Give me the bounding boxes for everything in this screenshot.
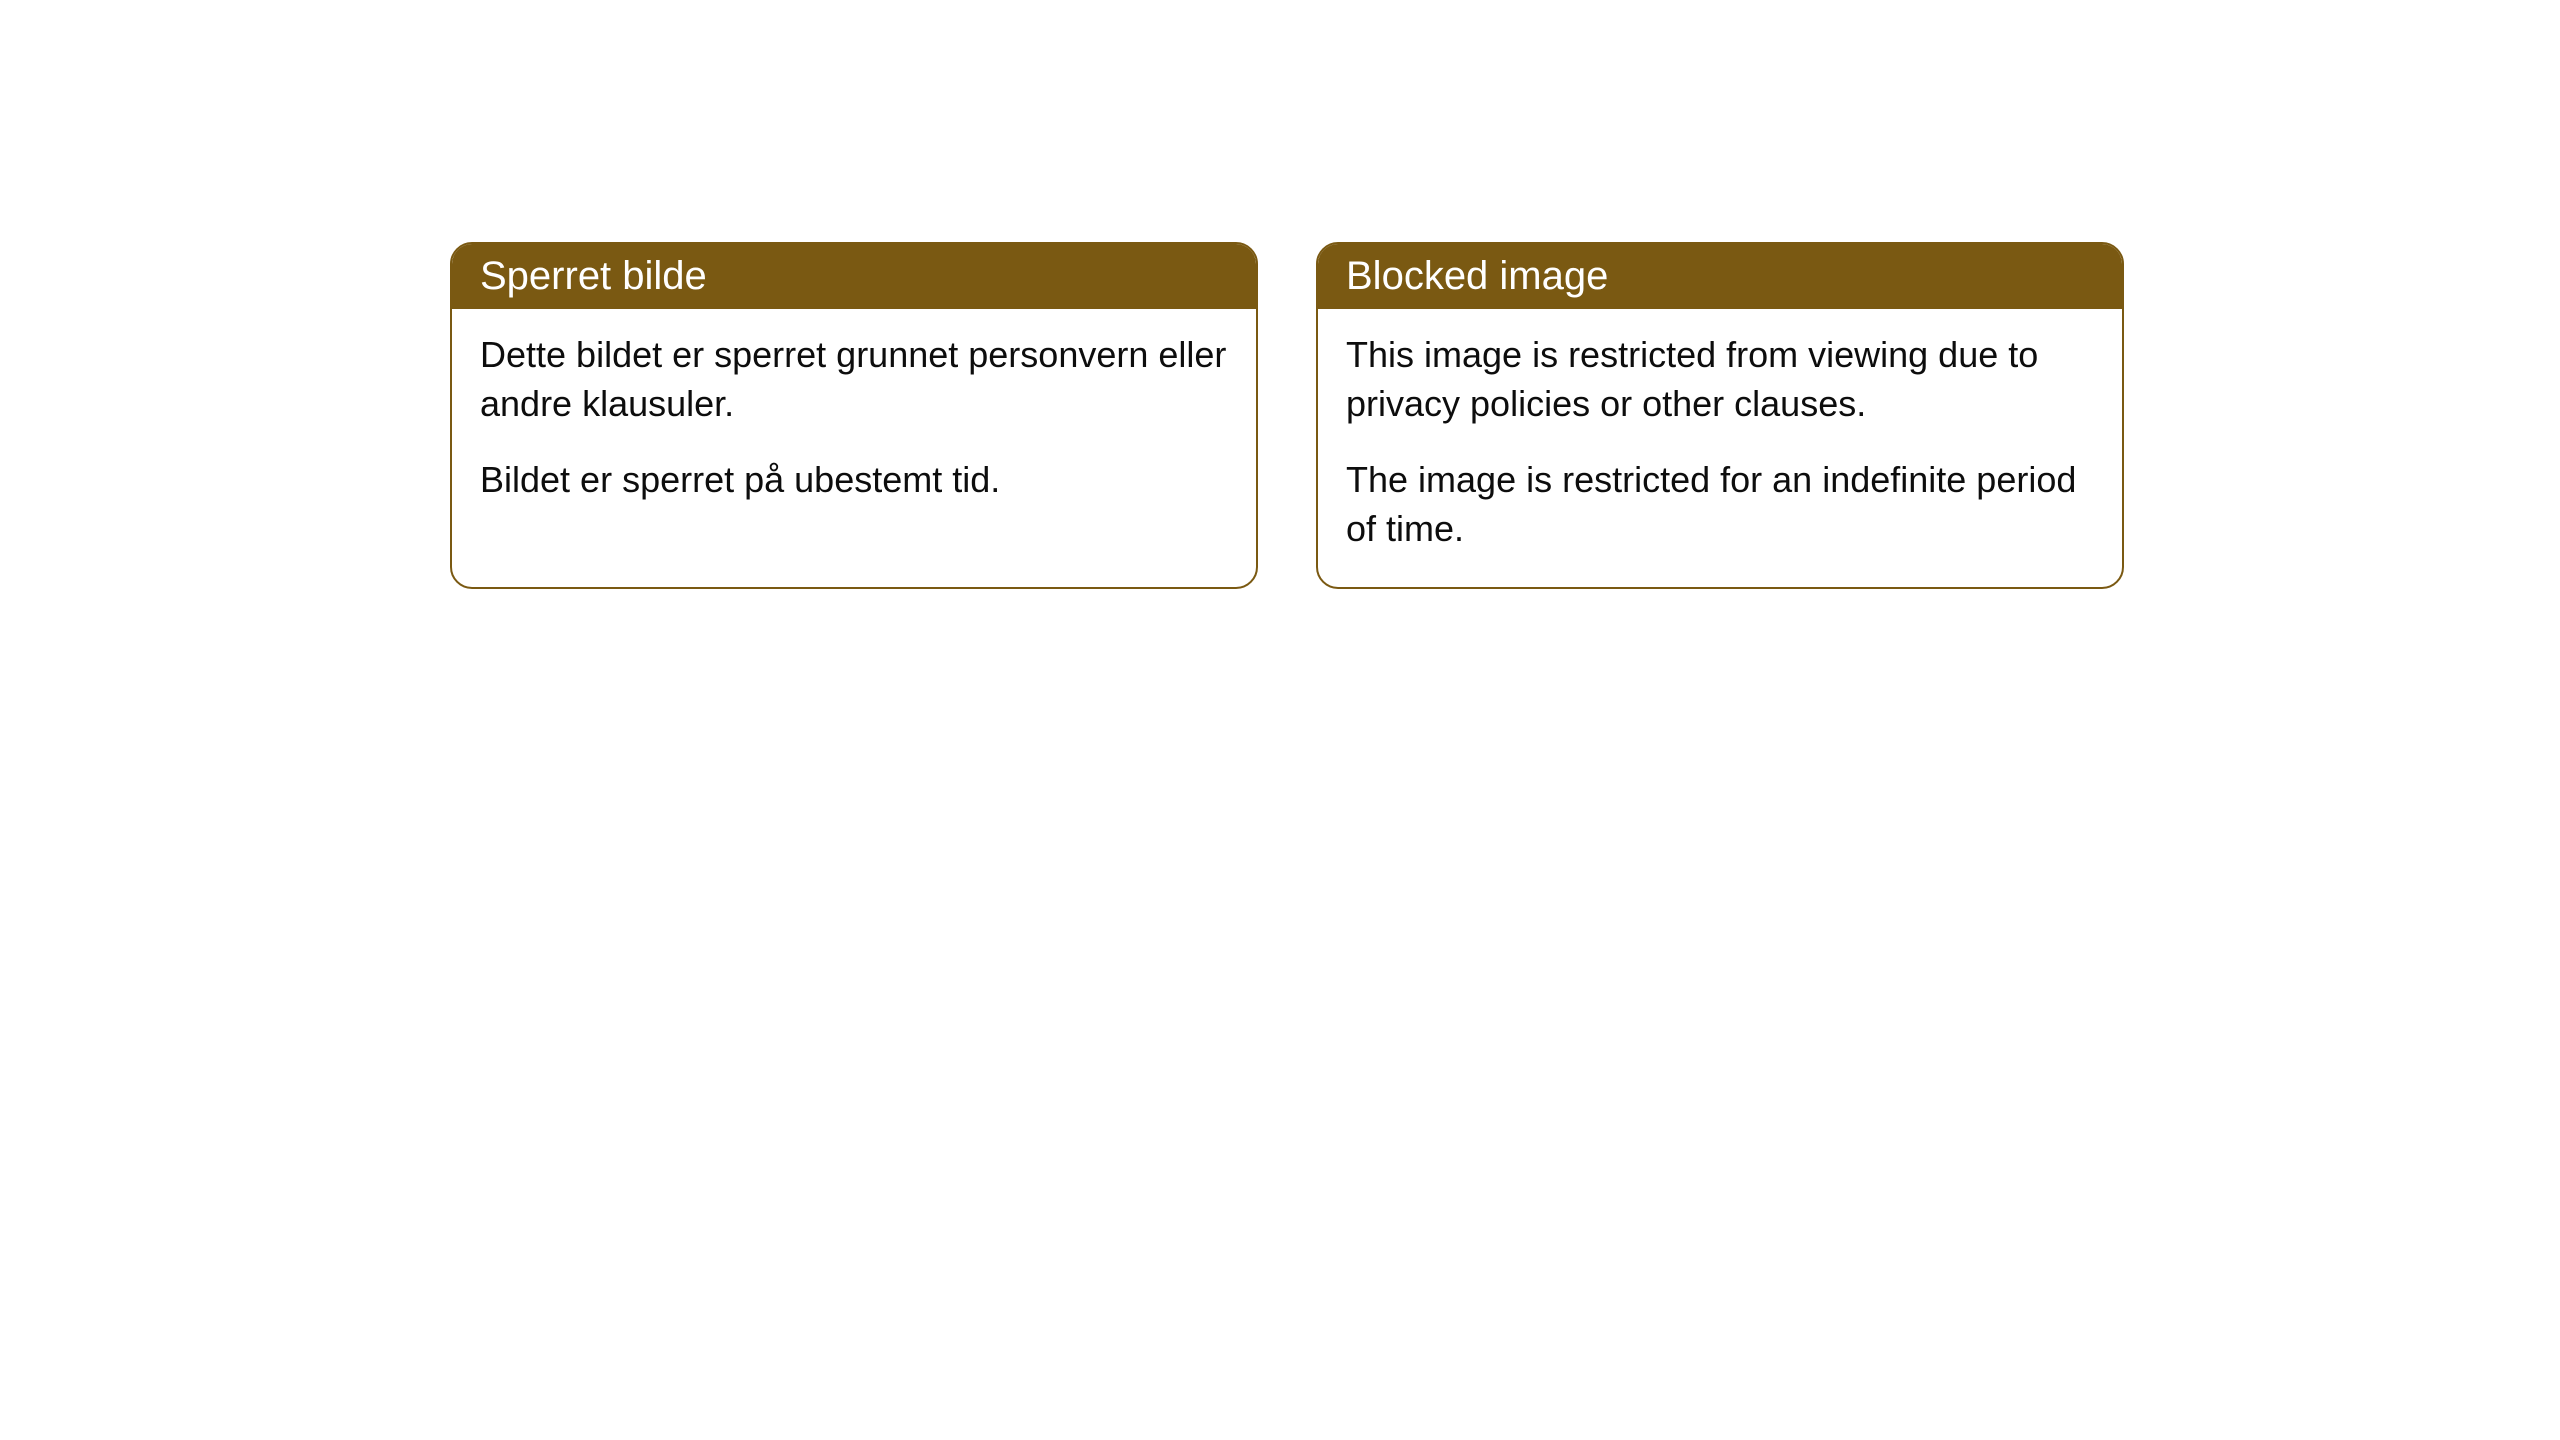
card-header: Sperret bilde <box>452 244 1256 309</box>
card-body: Dette bildet er sperret grunnet personve… <box>452 309 1256 539</box>
card-paragraph: The image is restricted for an indefinit… <box>1346 456 2094 553</box>
card-paragraph: Bildet er sperret på ubestemt tid. <box>480 456 1228 505</box>
notice-card-english: Blocked image This image is restricted f… <box>1316 242 2124 589</box>
notice-card-norwegian: Sperret bilde Dette bildet er sperret gr… <box>450 242 1258 589</box>
card-title: Blocked image <box>1346 254 1608 298</box>
card-header: Blocked image <box>1318 244 2122 309</box>
card-title: Sperret bilde <box>480 254 707 298</box>
card-body: This image is restricted from viewing du… <box>1318 309 2122 587</box>
card-paragraph: This image is restricted from viewing du… <box>1346 331 2094 428</box>
card-paragraph: Dette bildet er sperret grunnet personve… <box>480 331 1228 428</box>
notice-cards-container: Sperret bilde Dette bildet er sperret gr… <box>450 242 2124 589</box>
